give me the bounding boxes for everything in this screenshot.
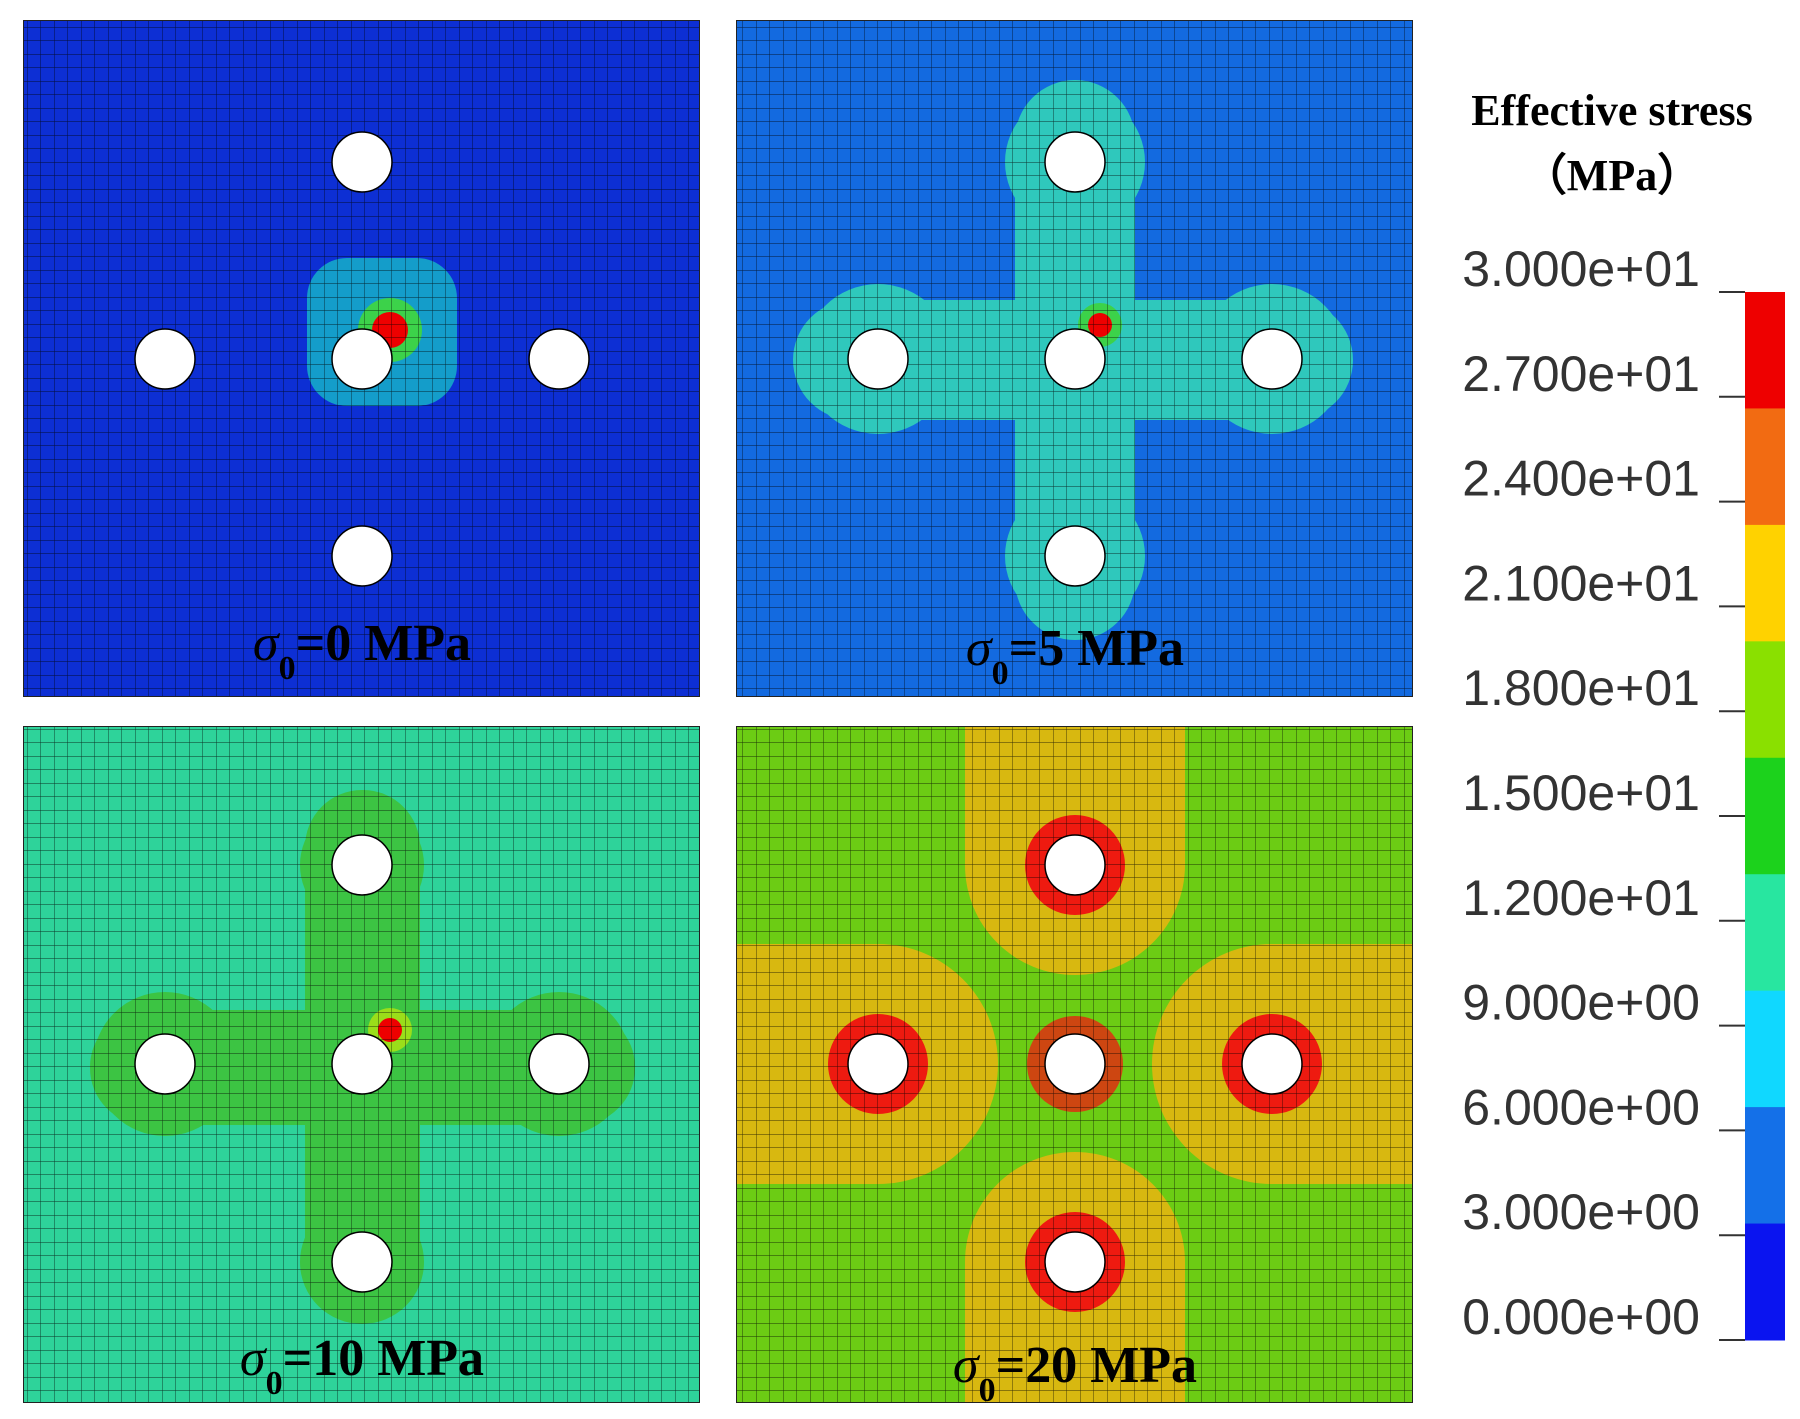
legend-ticks: 3.000e+01 2.700e+01 2.400e+01 2.100e+01 1.80… xyxy=(1462,241,1745,1345)
legend-unit: （MPa） xyxy=(1523,151,1701,200)
borehole-top xyxy=(331,131,393,193)
legend-swatch xyxy=(1745,990,1785,1108)
borehole-bottom xyxy=(331,1231,393,1293)
borehole-left xyxy=(847,328,909,390)
borehole-top xyxy=(331,834,393,896)
legend-tick-label: 0.000e+00 xyxy=(1462,1289,1700,1345)
legend-tick-label: 2.100e+01 xyxy=(1462,555,1700,611)
borehole-center xyxy=(331,1033,393,1095)
borehole-right xyxy=(1241,328,1303,390)
borehole-right xyxy=(1241,1033,1303,1095)
borehole-right xyxy=(528,328,590,390)
legend-tick-label: 1.200e+01 xyxy=(1462,870,1700,926)
holes xyxy=(134,131,590,587)
panel-5-mpa: σ0=5 MPa xyxy=(736,20,1413,697)
borehole-center xyxy=(1044,1033,1106,1095)
borehole-bottom xyxy=(1044,525,1106,587)
holes xyxy=(847,834,1303,1293)
holes xyxy=(134,834,590,1293)
legend-swatch xyxy=(1745,524,1785,642)
legend-tick-label: 1.500e+01 xyxy=(1462,765,1700,821)
panel-0-mpa: σ0=0 MPa xyxy=(23,20,700,697)
borehole-left xyxy=(847,1033,909,1095)
legend-swatch xyxy=(1745,1107,1785,1225)
legend-tick-label: 2.400e+01 xyxy=(1462,451,1700,507)
borehole-top xyxy=(1044,834,1106,896)
panel-label: σ0=5 MPa xyxy=(966,620,1184,692)
borehole-left xyxy=(134,1033,196,1095)
legend-tick-label: 2.700e+01 xyxy=(1462,346,1700,402)
legend-tick-label: 6.000e+00 xyxy=(1462,1079,1700,1135)
legend-swatch xyxy=(1745,874,1785,992)
legend-swatch xyxy=(1745,641,1785,759)
color-legend: Effective stress （MPa） 3.000e+01 2.700e+0… xyxy=(1462,86,1785,1345)
holes xyxy=(847,131,1303,587)
legend-swatch xyxy=(1745,757,1785,875)
legend-colorbar xyxy=(1745,292,1785,1341)
legend-swatch xyxy=(1745,292,1785,409)
legend-tick-label: 3.000e+00 xyxy=(1462,1184,1700,1240)
panel-10-mpa: σ0=10 MPa xyxy=(23,726,700,1403)
panel-20-mpa: σ0=20 MPa xyxy=(736,726,1413,1409)
legend-title: Effective stress xyxy=(1471,86,1752,135)
panel-label: σ0=20 MPa xyxy=(953,1337,1197,1409)
legend-tick-label: 1.800e+01 xyxy=(1462,660,1700,716)
borehole-center xyxy=(1044,328,1106,390)
legend-tick-label: 3.000e+01 xyxy=(1462,241,1700,297)
panel-label: σ0=10 MPa xyxy=(240,1330,484,1402)
legend-swatch xyxy=(1745,408,1785,526)
legend-tick-label: 9.000e+00 xyxy=(1462,975,1700,1031)
borehole-top xyxy=(1044,131,1106,193)
panel-label: σ0=0 MPa xyxy=(253,615,471,687)
borehole-center xyxy=(331,328,393,390)
borehole-left xyxy=(134,328,196,390)
borehole-bottom xyxy=(1044,1231,1106,1293)
borehole-bottom xyxy=(331,525,393,587)
borehole-right xyxy=(528,1033,590,1095)
legend-swatch xyxy=(1745,1223,1785,1341)
